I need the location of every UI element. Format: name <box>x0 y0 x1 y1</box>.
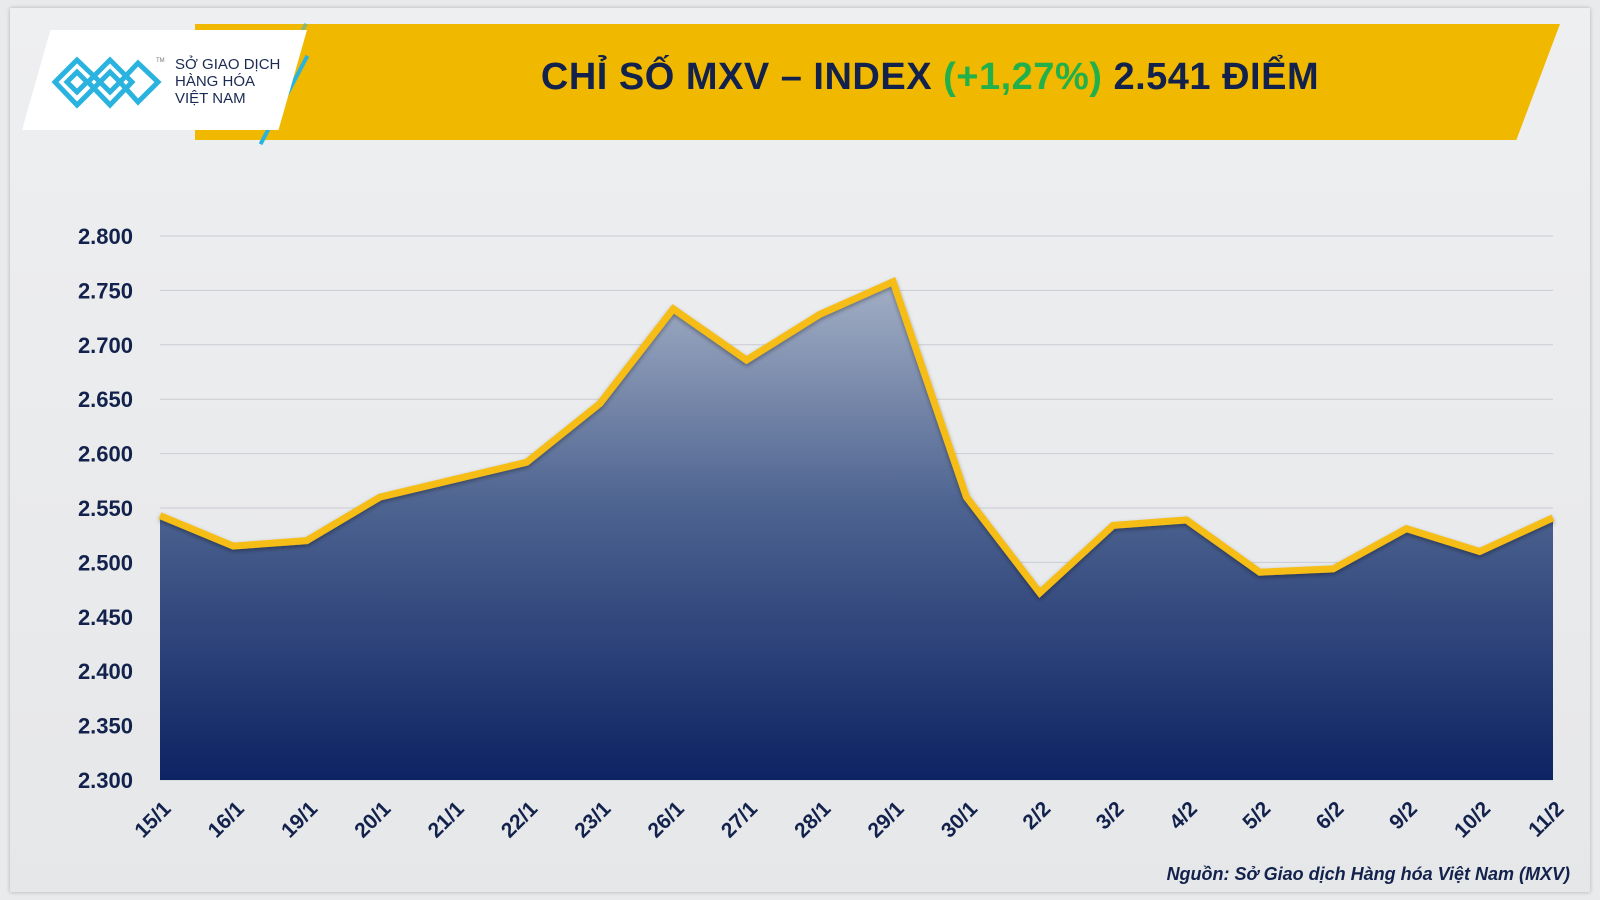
logo-trademark: TM <box>156 58 165 64</box>
y-tick-label: 2.650 <box>78 387 133 412</box>
x-tick-label: 3/2 <box>1092 797 1129 834</box>
x-tick-label: 6/2 <box>1312 797 1349 834</box>
x-tick-label: 29/1 <box>864 797 909 842</box>
y-tick-label: 2.300 <box>78 768 133 793</box>
title-prefix: CHỈ SỐ MXV – INDEX <box>540 56 933 98</box>
x-tick-label: 9/2 <box>1385 797 1422 834</box>
source-note: Nguồn: Sở Giao dịch Hàng hóa Việt Nam (M… <box>1166 864 1570 884</box>
x-tick-label: 10/2 <box>1450 797 1495 842</box>
x-tick-label: 4/2 <box>1165 797 1202 834</box>
y-tick-label: 2.800 <box>78 224 133 249</box>
page-title: CHỈ SỐ MXV – INDEX (+1,27%) 2.541 ĐIỂM <box>330 56 1530 99</box>
y-tick-label: 2.400 <box>78 659 133 684</box>
x-tick-label: 16/1 <box>204 797 249 842</box>
x-tick-label: 23/1 <box>570 797 615 842</box>
title-banner <box>195 24 1560 140</box>
x-tick-label: 11/2 <box>1524 797 1568 841</box>
x-tick-label: 28/1 <box>790 797 835 842</box>
y-tick-label: 2.600 <box>78 442 133 467</box>
y-tick-label: 2.350 <box>78 714 133 739</box>
x-tick-label: 15/1 <box>130 797 175 842</box>
logo-line: HÀNG HÓA <box>175 73 256 90</box>
x-tick-label: 19/1 <box>277 797 322 842</box>
logo-text: SỞ GIAO DỊCH HÀNG HÓA VIỆT NAM <box>175 56 280 107</box>
title-change: (+1,27%) <box>943 56 1103 98</box>
x-tick-label: 2/2 <box>1018 797 1055 834</box>
x-tick-label: 5/2 <box>1238 797 1275 834</box>
mxv-logo-icon <box>51 56 162 109</box>
y-tick-label: 2.450 <box>78 605 133 630</box>
x-tick-label: 20/1 <box>350 797 395 842</box>
y-tick-label: 2.700 <box>78 333 133 358</box>
logo-line: VIỆT NAM <box>175 90 246 107</box>
x-tick-label: 30/1 <box>937 797 982 842</box>
y-tick-label: 2.550 <box>78 496 133 521</box>
logo-line: SỞ GIAO DỊCH <box>175 56 281 73</box>
x-tick-label: 26/1 <box>644 797 689 842</box>
y-tick-label: 2.750 <box>78 278 133 303</box>
x-tick-label: 27/1 <box>717 797 762 842</box>
x-tick-label: 22/1 <box>497 797 542 842</box>
series-line <box>158 276 1555 599</box>
area-fill <box>160 281 1553 780</box>
title-value: 2.541 ĐIỂM <box>1113 56 1320 98</box>
y-tick-label: 2.500 <box>78 550 133 575</box>
x-tick-label: 21/1 <box>424 797 469 842</box>
